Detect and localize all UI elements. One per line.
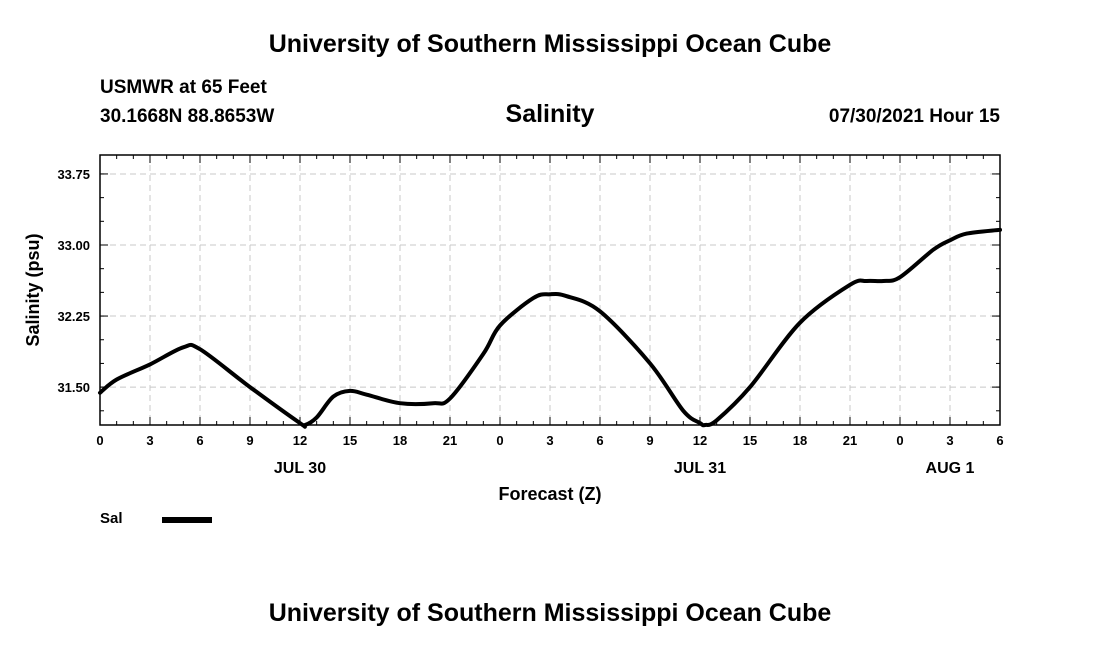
x-tick-label: 3 [546,433,553,448]
x-tick-label: 3 [946,433,953,448]
grid-layer [100,155,1000,425]
x-tick-label: 21 [443,433,457,448]
station-label: USMWR at 65 Feet [100,77,267,98]
x-tick-label: 9 [646,433,653,448]
x-axis-label: Forecast (Z) [498,484,601,504]
series-line-sal [98,227,1002,429]
x-tick-label: 12 [693,433,707,448]
tick-label-layer: 0 3 6 9 12 15 18 21 0 3 6 9 12 15 18 21 0 3 6 31.50 32.25 33.… [57,167,1003,477]
x-tick-label: 6 [196,433,203,448]
page-title-bottom: University of Southern Mississippi Ocean… [268,599,832,627]
date-label: AUG 1 [926,460,975,477]
forecast-datetime: 07/30/2021 Hour 15 [828,106,1000,127]
page-title-top: University of Southern Mississippi Ocean… [268,30,832,58]
x-tick-label: 12 [293,433,307,448]
x-tick-label: 15 [743,433,757,448]
x-tick-label: 18 [793,433,807,448]
x-tick-label: 18 [393,433,407,448]
y-axis-label: Salinity (psu) [23,233,43,346]
coordinates-label: 30.1668N 88.8653W [100,106,275,127]
plot-frame [99,154,1001,426]
x-tick-label: 6 [996,433,1003,448]
date-label: JUL 30 [274,460,326,477]
y-tick-label: 33.75 [57,167,90,182]
x-tick-label: 0 [96,433,103,448]
x-tick-label: 0 [496,433,503,448]
legend-label: Sal [100,510,123,527]
y-tick-label: 32.25 [57,309,90,324]
y-tick-label: 31.50 [57,380,90,395]
date-label: JUL 31 [674,460,726,477]
x-tick-label: 9 [246,433,253,448]
x-tick-label: 0 [896,433,903,448]
legend-swatch [162,517,212,523]
x-tick-label: 6 [596,433,603,448]
x-tick-label: 3 [146,433,153,448]
chart-title: Salinity [505,100,595,128]
x-tick-label: 15 [343,433,357,448]
y-tick-label: 33.00 [57,238,90,253]
x-tick-label: 21 [843,433,857,448]
